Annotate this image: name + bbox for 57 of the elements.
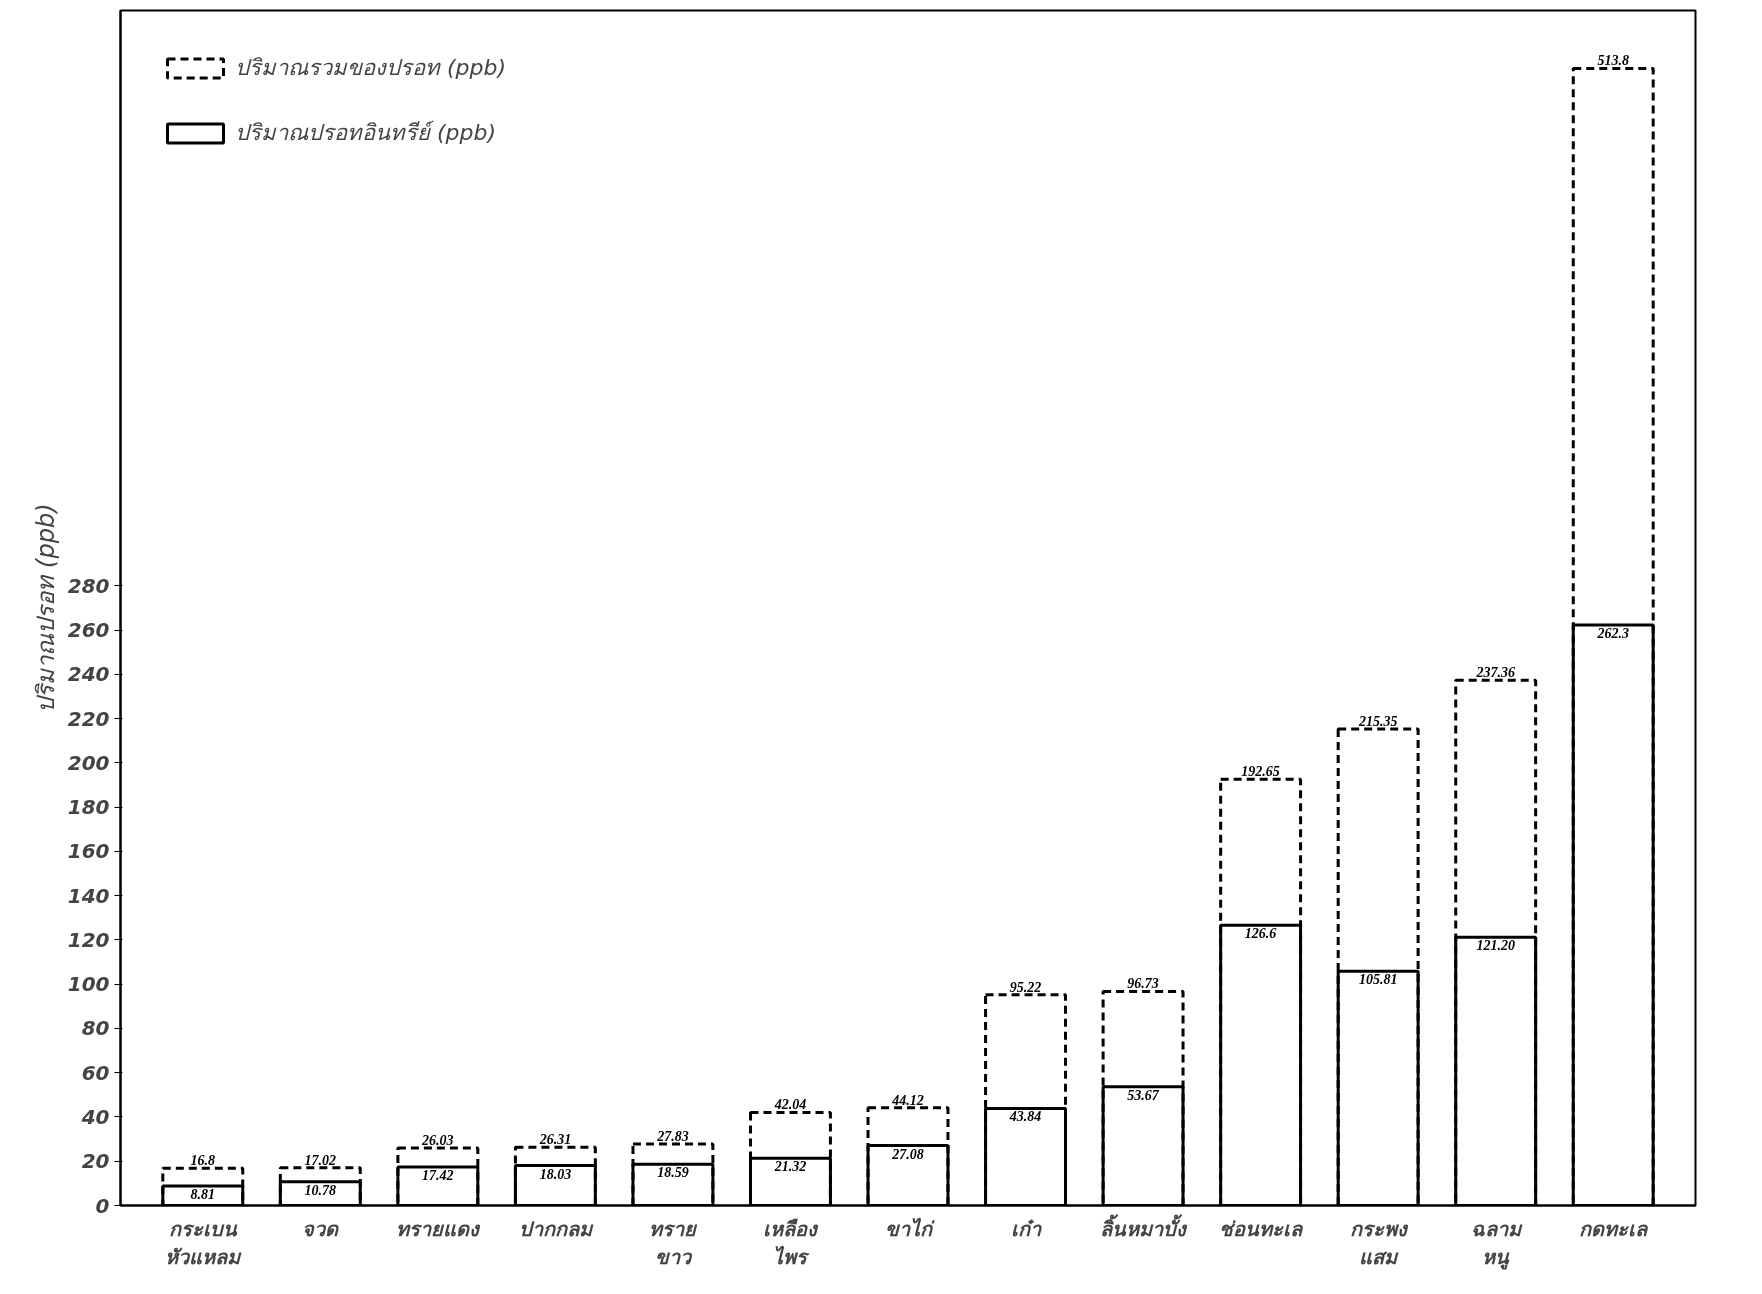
data-label: 21.32 — [773, 1159, 807, 1175]
data-label: 513.8 — [1597, 53, 1629, 69]
y-tick-label: 240 — [67, 662, 110, 687]
data-label: 18.59 — [657, 1165, 689, 1181]
x-tick-label: กดทะเล — [1579, 1216, 1650, 1241]
y-tick-label: 40 — [80, 1104, 110, 1129]
y-tick-label: 80 — [81, 1016, 110, 1041]
data-label: 237.36 — [1475, 665, 1515, 681]
y-tick-label: 180 — [67, 795, 110, 820]
data-label: 95.22 — [1009, 979, 1042, 995]
data-label: 262.3 — [1596, 626, 1629, 642]
data-label: 26.31 — [538, 1132, 572, 1148]
x-tick-label: ช่อนทะเล — [1219, 1216, 1305, 1241]
data-label: 105.81 — [1358, 972, 1398, 988]
data-label: 17.42 — [422, 1167, 454, 1183]
y-tick-label: 0 — [95, 1193, 110, 1218]
y-tick-label: 280 — [67, 573, 110, 598]
data-label: 53.67 — [1127, 1087, 1160, 1103]
data-label: 96.73 — [1127, 976, 1159, 992]
data-label: 16.8 — [190, 1153, 216, 1169]
data-label: 126.6 — [1244, 926, 1277, 942]
data-label: 10.78 — [304, 1182, 337, 1198]
data-label: 42.04 — [773, 1097, 807, 1113]
x-tick-label: ปากกลม — [518, 1216, 594, 1241]
y-axis-title: ปริมาณปรอท (ppb) — [31, 503, 60, 713]
x-tick-label: เก๋า — [1010, 1216, 1043, 1241]
x-tick-label: จวด — [302, 1216, 341, 1241]
y-tick-label: 120 — [67, 927, 110, 952]
x-tick-label: เหลือง ไพร — [763, 1216, 820, 1270]
x-tick-label: ทรายแดง — [396, 1216, 482, 1241]
y-tick-label: 220 — [67, 706, 110, 731]
y-tick-label: 160 — [67, 839, 110, 864]
legend-label: ปริมาณปรอทอินทรีย์ (ppb) — [235, 119, 497, 147]
data-label: 43.84 — [1008, 1109, 1042, 1125]
data-label: 26.03 — [421, 1132, 454, 1148]
y-tick-label: 140 — [67, 883, 110, 908]
x-tick-label: กระเบน หัวแหลม — [165, 1216, 243, 1270]
x-tick-label: ฉลาม หนู — [1470, 1216, 1523, 1271]
data-label: 192.65 — [1241, 764, 1280, 780]
x-tick-label: ทราย ขาว — [649, 1216, 699, 1270]
data-label: 215.35 — [1357, 713, 1398, 729]
data-label: 18.03 — [539, 1166, 572, 1182]
data-label: 121.20 — [1476, 938, 1515, 954]
legend-label: ปริมาณรวมของปรอท (ppb) — [235, 54, 507, 82]
data-label: 44.12 — [891, 1092, 924, 1108]
y-tick-label: 200 — [67, 750, 110, 775]
x-tick-label: กระพง แสม — [1349, 1216, 1409, 1270]
x-tick-label: ลิ้นหมาบั้ง — [1100, 1213, 1189, 1241]
y-tick-label: 100 — [67, 972, 110, 997]
data-label: 27.08 — [891, 1146, 924, 1162]
x-tick-label: ขาไก่ — [884, 1216, 935, 1241]
y-tick-label: 260 — [67, 618, 110, 643]
data-label: 17.02 — [304, 1152, 337, 1168]
y-tick-label: 20 — [81, 1149, 110, 1174]
y-tick-label: 60 — [81, 1060, 110, 1085]
data-label: 27.83 — [656, 1128, 689, 1144]
data-label: 8.81 — [190, 1187, 216, 1202]
